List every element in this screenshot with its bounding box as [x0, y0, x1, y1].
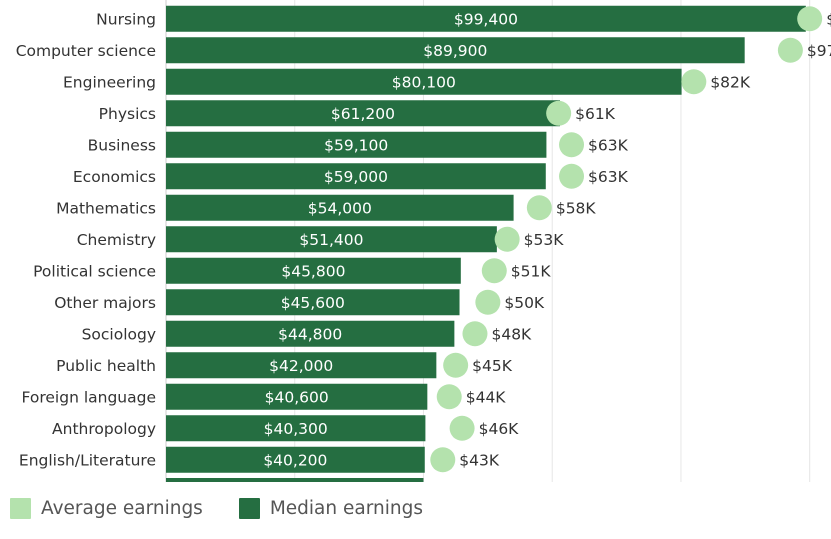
- average-value-label: $53K: [524, 231, 565, 249]
- median-bar[interactable]: [166, 383, 428, 410]
- category-label: Physics: [99, 105, 156, 123]
- legend: Average earnings Median earnings: [10, 498, 459, 519]
- median-value-label: $54,000: [308, 199, 372, 217]
- average-value-label: $46K: [479, 420, 520, 438]
- median-bar[interactable]: [166, 446, 425, 473]
- legend-item-average[interactable]: Average earnings: [10, 498, 203, 519]
- average-dot[interactable]: [449, 415, 475, 441]
- average-value-label: $50K: [504, 294, 545, 312]
- average-dot[interactable]: [475, 289, 501, 315]
- label-layer: Nursing $99,400 $100K Computer science $89,9…: [16, 10, 831, 469]
- category-label: Nursing: [96, 10, 156, 28]
- median-bar[interactable]: [166, 163, 546, 190]
- category-label: Mathematics: [56, 199, 156, 217]
- category-label: Economics: [73, 168, 156, 186]
- average-value-label: $63K: [588, 168, 629, 186]
- average-value-label: $63K: [588, 136, 629, 154]
- category-label: Engineering: [63, 73, 156, 91]
- category-label: Computer science: [16, 42, 156, 60]
- average-dot[interactable]: [443, 352, 469, 378]
- average-value-label: $51K: [511, 262, 552, 280]
- median-value-label: $59,000: [324, 168, 388, 186]
- legend-item-median[interactable]: Median earnings: [238, 498, 423, 519]
- category-label: Foreign language: [22, 388, 156, 406]
- average-dot[interactable]: [494, 226, 520, 252]
- category-label: Public health: [56, 357, 156, 375]
- median-bar[interactable]: [166, 131, 547, 158]
- median-bar[interactable]: [166, 415, 426, 442]
- category-label: Political science: [33, 262, 156, 280]
- median-value-label: $42,000: [269, 357, 333, 375]
- median-value-label: $40,300: [264, 420, 328, 438]
- average-value-label: $45K: [472, 357, 513, 375]
- median-bar[interactable]: [166, 352, 437, 379]
- dot-layer: [430, 6, 823, 473]
- average-value-label: $44K: [466, 388, 507, 406]
- median-value-label: $45,600: [281, 294, 345, 312]
- average-dot[interactable]: [546, 100, 572, 126]
- median-value-label: $45,800: [281, 262, 345, 280]
- category-label: Business: [88, 136, 156, 154]
- average-value-label: $82K: [710, 73, 751, 91]
- median-swatch: [238, 498, 260, 519]
- median-bar[interactable]: [166, 289, 460, 316]
- median-bar[interactable]: [166, 68, 682, 95]
- median-bar[interactable]: [166, 194, 514, 221]
- median-bar[interactable]: [166, 320, 455, 347]
- median-value-label: $40,200: [263, 451, 327, 469]
- median-bar[interactable]: [166, 37, 745, 64]
- bar-layer: [166, 5, 806, 482]
- median-bar[interactable]: [166, 226, 497, 253]
- average-dot[interactable]: [526, 195, 552, 221]
- average-dot[interactable]: [430, 447, 456, 473]
- median-value-label: $40,600: [265, 388, 329, 406]
- median-bar[interactable]: [166, 5, 806, 32]
- category-label: Chemistry: [77, 231, 156, 249]
- average-value-label: $61K: [575, 105, 616, 123]
- average-value-label: $58K: [556, 199, 597, 217]
- average-value-label: $100K: [826, 10, 831, 28]
- legend-median-label: Median earnings: [269, 498, 423, 519]
- median-bar[interactable]: [166, 100, 560, 127]
- average-swatch: [10, 498, 31, 519]
- median-value-label: $61,200: [331, 105, 395, 123]
- median-value-label: $89,900: [423, 42, 487, 60]
- average-dot[interactable]: [462, 321, 488, 347]
- category-label: Sociology: [82, 325, 156, 343]
- median-value-label: $51,400: [299, 231, 363, 249]
- median-bar-partial: [166, 478, 424, 482]
- average-dot[interactable]: [681, 69, 707, 95]
- average-dot[interactable]: [777, 37, 803, 63]
- average-dot[interactable]: [559, 132, 585, 158]
- average-value-label: $48K: [491, 325, 532, 343]
- median-value-label: $80,100: [392, 73, 456, 91]
- legend-average-label: Average earnings: [41, 498, 203, 519]
- average-dot[interactable]: [436, 384, 462, 410]
- median-value-label: $44,800: [278, 325, 342, 343]
- median-value-label: $59,100: [324, 136, 388, 154]
- category-label: Anthropology: [52, 420, 156, 438]
- category-label: English/Literature: [19, 451, 156, 469]
- median-bar[interactable]: [166, 257, 461, 284]
- average-dot[interactable]: [481, 258, 507, 284]
- average-dot[interactable]: [797, 6, 823, 32]
- average-value-label: $97K: [807, 42, 831, 60]
- average-value-label: $43K: [459, 451, 500, 469]
- median-value-label: $99,400: [454, 10, 518, 28]
- average-dot[interactable]: [559, 163, 585, 189]
- category-label: Other majors: [54, 294, 156, 312]
